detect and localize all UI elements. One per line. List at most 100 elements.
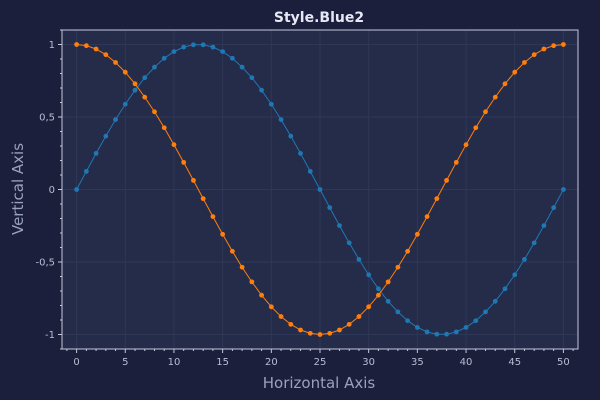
series-layer	[74, 42, 566, 337]
data-point	[561, 187, 566, 192]
data-point	[414, 324, 420, 330]
y-axis: 1 0,5 0 -0,5 -1	[35, 29, 62, 350]
data-point	[200, 42, 206, 48]
data-point	[541, 223, 547, 229]
data-point	[444, 177, 449, 183]
data-point	[453, 329, 459, 335]
data-point	[132, 81, 138, 87]
data-point	[113, 117, 118, 123]
data-point	[220, 49, 226, 55]
data-point	[376, 286, 381, 292]
y-tick-label: -0,5	[35, 258, 55, 269]
data-point	[414, 231, 420, 237]
data-point	[307, 168, 313, 174]
data-point	[405, 248, 411, 254]
x-tick-label: 40	[460, 357, 473, 368]
data-point	[288, 321, 294, 327]
data-point	[395, 264, 401, 270]
data-point	[181, 159, 187, 165]
series-1	[74, 42, 566, 337]
data-point	[346, 321, 352, 327]
data-point	[229, 55, 235, 61]
y-tick-label: 1	[49, 40, 55, 51]
data-point	[453, 159, 459, 165]
data-point	[561, 42, 566, 47]
data-point	[74, 42, 79, 47]
data-point	[93, 46, 99, 52]
data-point	[395, 309, 401, 315]
data-point	[249, 279, 255, 285]
data-point	[327, 330, 333, 336]
data-point	[122, 69, 128, 75]
data-point	[229, 248, 235, 254]
data-point	[200, 196, 206, 202]
data-point	[259, 87, 264, 93]
data-point	[298, 151, 303, 156]
x-tick-label: 45	[508, 357, 521, 368]
data-point	[142, 75, 148, 81]
data-point	[376, 292, 381, 298]
data-point	[512, 69, 518, 75]
data-point	[337, 327, 342, 333]
data-point	[210, 214, 216, 220]
data-point	[317, 187, 323, 192]
data-point	[171, 49, 177, 55]
data-point	[337, 223, 342, 229]
x-tick-label: 15	[216, 357, 229, 368]
data-point	[152, 64, 157, 70]
data-point	[356, 314, 362, 319]
data-point	[356, 256, 362, 262]
y-tick-label: 0	[49, 185, 55, 196]
series-2	[74, 42, 566, 337]
data-point	[268, 101, 274, 107]
data-point	[366, 304, 372, 310]
data-point	[502, 286, 508, 292]
chart-title: Style.Blue2	[274, 10, 364, 26]
data-point	[522, 256, 527, 262]
grid-lines	[62, 30, 578, 349]
data-point	[317, 332, 323, 337]
data-point	[483, 109, 488, 115]
data-point	[152, 109, 157, 115]
data-point	[551, 205, 557, 211]
data-point	[307, 330, 313, 336]
data-point	[181, 44, 187, 50]
data-point	[473, 125, 479, 131]
x-tick-label: 0	[73, 357, 79, 368]
data-point	[522, 60, 527, 65]
data-point	[366, 272, 372, 278]
data-point	[249, 75, 255, 81]
x-tick-label: 5	[122, 357, 128, 368]
data-point	[492, 298, 498, 304]
data-point	[541, 46, 547, 52]
data-point	[122, 101, 128, 107]
x-tick-label: 25	[314, 357, 327, 368]
data-point	[463, 142, 469, 148]
data-point	[113, 60, 118, 65]
data-point	[502, 81, 508, 87]
data-point	[191, 42, 196, 48]
data-point	[103, 52, 109, 58]
data-point	[327, 205, 333, 211]
y-axis-label: Vertical Axis	[9, 143, 27, 235]
data-point	[278, 117, 284, 123]
data-point	[239, 264, 245, 270]
x-axis-label: Horizontal Axis	[263, 374, 376, 392]
data-point	[424, 214, 430, 220]
data-point	[132, 87, 138, 93]
data-point	[161, 55, 167, 61]
data-point	[171, 142, 177, 148]
data-point	[220, 231, 226, 237]
data-point	[93, 151, 99, 156]
data-point	[531, 52, 537, 58]
data-point	[463, 324, 469, 330]
data-point	[424, 329, 430, 335]
data-point	[83, 168, 89, 174]
x-tick-label: 20	[265, 357, 278, 368]
data-point	[531, 240, 537, 246]
data-point	[434, 196, 440, 202]
data-point	[473, 318, 479, 324]
data-point	[405, 318, 411, 324]
x-tick-label: 10	[168, 357, 181, 368]
